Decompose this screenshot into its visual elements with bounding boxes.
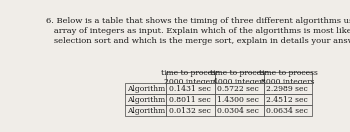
Text: 6. Below is a table that shows the timing of three different algorithms using an: 6. Below is a table that shows the timin… — [47, 17, 350, 45]
